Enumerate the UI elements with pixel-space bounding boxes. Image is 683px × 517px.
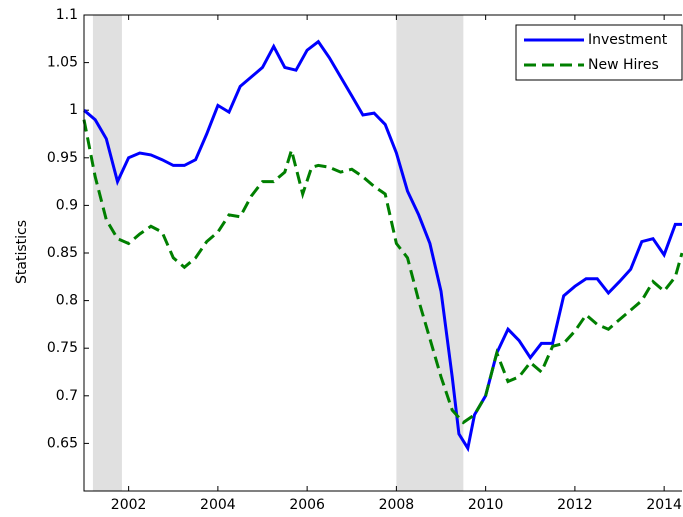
series-line: [82, 119, 683, 425]
y-tick-label: 0.9: [56, 197, 78, 213]
y-tick-label: 1: [69, 102, 78, 118]
y-tick-label: 0.85: [47, 245, 78, 261]
series-line: [83, 39, 682, 453]
y-tick-label: 0.8: [56, 293, 78, 309]
x-tick-label: 2010: [468, 497, 504, 513]
recession-band: [92, 15, 122, 491]
y-tick-label: 0.65: [47, 435, 78, 451]
recession-band: [396, 15, 464, 491]
x-tick-label: 2012: [557, 497, 593, 513]
x-tick-label: 2002: [111, 497, 147, 513]
y-tick-label: 0.7: [56, 388, 78, 404]
x-tick-label: 2006: [289, 497, 325, 513]
y-tick-label: 1.1: [56, 7, 78, 23]
y-axis-label: Statistics: [14, 220, 30, 284]
x-tick-label: 2014: [646, 497, 682, 513]
legend-label: New Hires: [588, 57, 659, 73]
y-tick-label: 1.05: [47, 55, 78, 71]
x-tick-label: 2008: [379, 497, 415, 513]
legend-label: Investment: [588, 32, 668, 48]
y-tick-label: 0.95: [47, 150, 78, 166]
y-tick-label: 0.75: [47, 340, 78, 356]
x-tick-label: 2004: [200, 497, 236, 513]
axes-frame: [83, 14, 682, 492]
legend-box: [515, 24, 683, 81]
